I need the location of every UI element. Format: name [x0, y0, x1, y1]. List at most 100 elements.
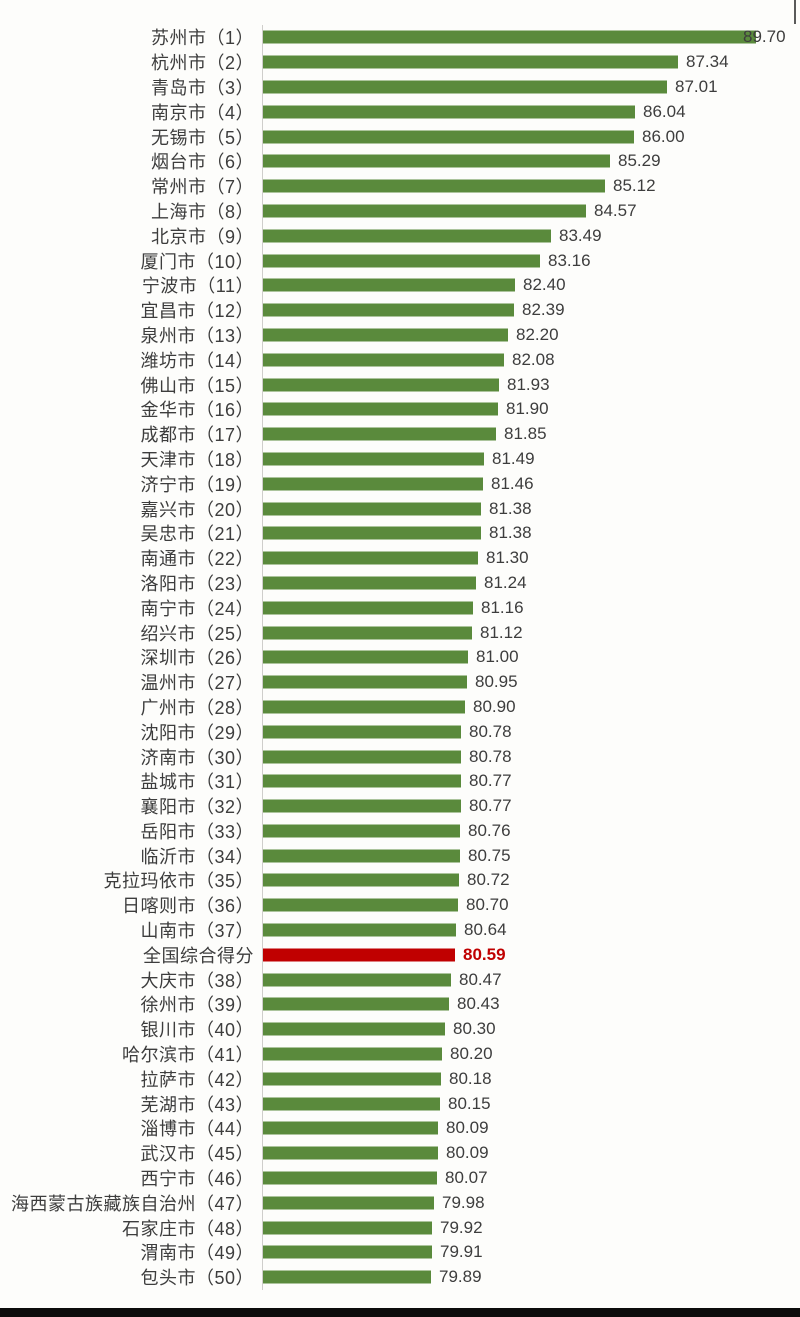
- category-label: 大庆市（38）: [140, 970, 254, 991]
- value-label: 80.95: [475, 672, 518, 692]
- bar-row: 青岛市（3） 87.01: [0, 75, 800, 100]
- category-label: 沈阳市（29）: [140, 722, 254, 743]
- score-bar: [263, 526, 481, 540]
- bar-plot-area: 81.16: [263, 595, 800, 620]
- bar-plot-area: 83.49: [263, 223, 800, 248]
- category-label: 深圳市（26）: [140, 648, 254, 669]
- bar-row: 常州市（7） 85.12: [0, 174, 800, 199]
- bar-row: 临沂市（34） 80.75: [0, 843, 800, 868]
- value-label: 80.43: [457, 994, 500, 1014]
- value-label: 81.38: [489, 498, 532, 518]
- value-label: 80.47: [459, 969, 502, 989]
- score-bar: [263, 55, 678, 69]
- bar-row: 南宁市（24） 81.16: [0, 595, 800, 620]
- value-label: 81.30: [486, 548, 529, 568]
- score-bar: [263, 997, 449, 1011]
- score-bar: [263, 1097, 440, 1111]
- bar-plot-area: 80.78: [263, 719, 800, 744]
- bar-plot-area: 80.18: [263, 1066, 800, 1091]
- value-label: 80.59: [463, 944, 506, 964]
- value-label: 82.40: [523, 275, 566, 295]
- value-label: 80.70: [466, 895, 509, 915]
- score-bar: [263, 774, 461, 788]
- bar-plot-area: 80.30: [263, 1017, 800, 1042]
- value-label: 81.90: [506, 399, 549, 419]
- value-label: 81.46: [491, 473, 534, 493]
- value-label: 79.89: [439, 1267, 482, 1287]
- category-label: 嘉兴市（20）: [140, 499, 254, 520]
- bar-plot-area: 81.93: [263, 372, 800, 397]
- score-bar: [263, 254, 540, 268]
- bar-plot-area: 87.34: [263, 50, 800, 75]
- bar-row: 银川市（40） 80.30: [0, 1017, 800, 1042]
- bar-plot-area: 80.15: [263, 1091, 800, 1116]
- bar-plot-area: 82.20: [263, 323, 800, 348]
- category-label: 武汉市（45）: [140, 1144, 254, 1165]
- score-bar: [263, 204, 586, 218]
- bar-plot-area: 80.43: [263, 992, 800, 1017]
- score-bar: [263, 229, 551, 243]
- score-bar: [263, 601, 473, 615]
- score-bar: [263, 626, 472, 640]
- score-bar: [263, 1047, 442, 1061]
- bar-plot-area: 89.70: [263, 25, 800, 50]
- bar-row: 北京市（9） 83.49: [0, 223, 800, 248]
- bar-plot-area: 82.08: [263, 347, 800, 372]
- bar-row: 襄阳市（32） 80.77: [0, 794, 800, 819]
- bar-row: 佛山市（15） 81.93: [0, 372, 800, 397]
- score-bar: [263, 750, 461, 763]
- value-label: 83.49: [559, 225, 602, 245]
- value-label: 81.38: [489, 523, 532, 543]
- city-score-bar-chart: 苏州市（1） 89.70 杭州市（2） 87.34 青岛市（3） 87.01 南京市（4） 8…: [0, 25, 800, 1290]
- bar-row: 潍坊市（14） 82.08: [0, 347, 800, 372]
- bar-plot-area: 79.91: [263, 1240, 800, 1265]
- score-bar: [263, 1171, 437, 1185]
- value-label: 80.64: [464, 920, 507, 940]
- bar-plot-area: 86.04: [263, 99, 800, 124]
- bar-row: 吴忠市（21） 81.38: [0, 521, 800, 546]
- category-label: 佛山市（15）: [140, 375, 254, 396]
- score-bar: [263, 427, 496, 441]
- bar-row: 西宁市（46） 80.07: [0, 1166, 800, 1191]
- bar-plot-area: 80.59: [263, 942, 800, 967]
- bar-row: 天津市（18） 81.49: [0, 447, 800, 472]
- score-bar: [263, 923, 456, 937]
- bar-plot-area: 81.46: [263, 471, 800, 496]
- category-label: 杭州市（2）: [150, 53, 254, 74]
- score-bar: [263, 452, 484, 466]
- score-bar: [263, 1072, 441, 1086]
- bar-plot-area: 81.85: [263, 422, 800, 447]
- bar-plot-area: 80.64: [263, 918, 800, 943]
- bar-row: 厦门市（10） 83.16: [0, 248, 800, 273]
- bar-plot-area: 80.09: [263, 1116, 800, 1141]
- value-label: 80.78: [469, 746, 512, 766]
- score-bar: [263, 675, 467, 689]
- value-label: 79.92: [440, 1217, 483, 1237]
- bar-row: 苏州市（1） 89.70: [0, 25, 800, 50]
- bar-row: 渭南市（49） 79.91: [0, 1240, 800, 1265]
- value-label: 81.12: [480, 622, 523, 642]
- category-label: 芜湖市（43）: [140, 1094, 254, 1115]
- bottom-border-bar: [0, 1308, 800, 1317]
- right-edge-line: [794, 0, 796, 24]
- category-label: 北京市（9）: [150, 226, 254, 247]
- bar-plot-area: 79.92: [263, 1215, 800, 1240]
- bar-plot-area: 81.90: [263, 397, 800, 422]
- value-label: 85.29: [618, 151, 661, 171]
- bar-plot-area: 80.20: [263, 1042, 800, 1067]
- bar-row: 武汉市（45） 80.09: [0, 1141, 800, 1166]
- bar-plot-area: 85.29: [263, 149, 800, 174]
- score-bar: [263, 551, 478, 565]
- bar-row-national-score: 全国综合得分 80.59: [0, 942, 800, 967]
- score-bar: [263, 1121, 438, 1135]
- value-label: 81.85: [504, 424, 547, 444]
- score-bar: [263, 402, 498, 416]
- bar-row: 包头市（50） 79.89: [0, 1265, 800, 1290]
- bar-row: 杭州市（2） 87.34: [0, 50, 800, 75]
- score-bar: [263, 378, 499, 392]
- value-label: 80.72: [467, 870, 510, 890]
- category-label: 西宁市（46）: [140, 1169, 254, 1190]
- category-label: 金华市（16）: [140, 400, 254, 421]
- score-bar: [263, 353, 504, 367]
- bar-plot-area: 79.98: [263, 1190, 800, 1215]
